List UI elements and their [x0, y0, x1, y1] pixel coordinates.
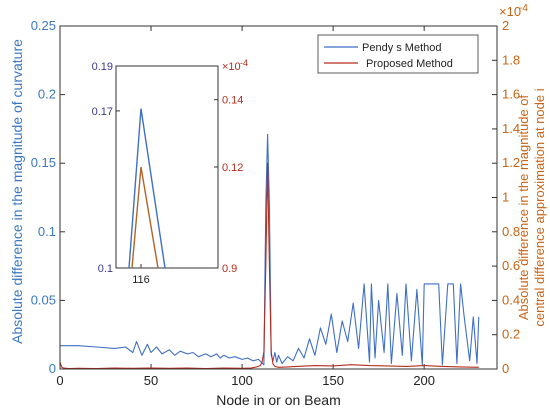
right-y-tick-label-2: 0.4 — [502, 292, 520, 307]
inset-right-tick-label-2: 0.14 — [222, 95, 243, 107]
right-y-tick-label-8: 1.6 — [502, 87, 520, 102]
left-y-tick-label-2: 0.1 — [38, 224, 56, 239]
left-y-tick-label-0: 0 — [49, 361, 56, 376]
legend-label-proposed: Proposed Method — [366, 58, 453, 70]
left-y-tick-label-4: 0.2 — [38, 87, 56, 102]
right-axis-exponent: ×10 — [499, 4, 521, 19]
right-y-axis-label-line1: Absolute difference in the magnitude of — [516, 94, 531, 320]
inset-left-tick-label-2: 0.19 — [92, 61, 113, 73]
inset-left-tick-label-0: 0.1 — [98, 263, 113, 275]
right-y-tick-label-0: 0 — [502, 361, 509, 376]
x-tick-label-0: 0 — [56, 373, 63, 388]
inset-x-tick-label: 116 — [132, 274, 150, 286]
x-tick-label-2: 100 — [231, 373, 253, 388]
right-y-tick-label-10: 2 — [502, 18, 509, 33]
x-tick-label-3: 150 — [322, 373, 344, 388]
right-y-axis-label-line2: central difference approximation at node… — [532, 88, 547, 326]
x-axis: 0 50 100 150 200 — [56, 26, 435, 388]
inset-right-tick-label-1: 0.12 — [222, 162, 243, 174]
inset-lines — [128, 108, 166, 269]
inset-right-tick-label-0: 0.9 — [222, 263, 237, 275]
series-layer — [59, 133, 480, 370]
inset-zoom: 0.1 0.17 0.19 0.9 0.12 0.14 ×10 -4 116 — [92, 58, 248, 286]
right-y-tick-label-4: 0.8 — [502, 224, 520, 239]
inset-pendy-line — [128, 108, 166, 269]
x-tick-label-4: 200 — [413, 373, 435, 388]
legend-box — [317, 34, 479, 74]
x-axis-label: Node in or on Beam — [216, 392, 341, 408]
series-line-1 — [59, 162, 479, 370]
inset-proposed-line — [131, 166, 159, 269]
series-line-0 — [60, 133, 480, 366]
left-y-axis: 0 0.05 0.1 0.15 0.2 0.25 — [31, 18, 65, 376]
legend: Pendy s Method Proposed Method — [317, 34, 479, 74]
inset-ticks: 0.1 0.17 0.19 0.9 0.12 0.14 — [92, 61, 244, 275]
right-y-tick-label-1: 0.2 — [502, 327, 520, 342]
left-y-tick-label-1: 0.05 — [31, 292, 56, 307]
right-y-tick-label-3: 0.6 — [502, 258, 520, 273]
right-y-tick-label-6: 1.2 — [502, 155, 520, 170]
left-y-tick-label-3: 0.15 — [31, 155, 56, 170]
left-y-tick-label-5: 0.25 — [31, 18, 56, 33]
inset-right-axis-exponent-power: -4 — [240, 58, 248, 68]
legend-label-pendy: Pendy s Method — [362, 42, 442, 54]
right-y-tick-label-7: 1.4 — [502, 121, 520, 136]
right-y-tick-label-5: 1 — [502, 190, 509, 205]
left-y-axis-label: Absolute difference in the magnitude of … — [9, 39, 25, 344]
right-y-tick-label-9: 1.8 — [502, 52, 520, 67]
x-tick-label-1: 50 — [144, 373, 158, 388]
plot-frame — [59, 25, 498, 370]
inset-frame — [115, 65, 219, 269]
inset-left-tick-label-1: 0.17 — [92, 106, 113, 118]
right-axis-exponent-power: -4 — [519, 3, 528, 14]
inset-right-axis-exponent: ×10 — [222, 61, 241, 73]
right-y-axis: 0 0.2 0.4 0.6 0.8 1 1.2 1.4 1.6 1.8 2 — [492, 18, 520, 376]
